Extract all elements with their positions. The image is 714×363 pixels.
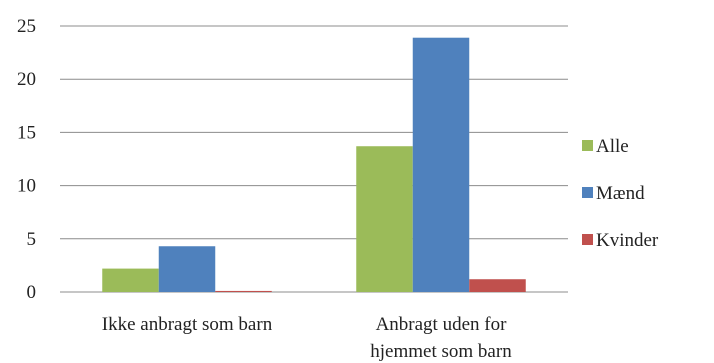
gridlines <box>60 25 568 293</box>
y-tick-label: 10 <box>17 176 36 197</box>
y-axis-ticks: 0 5 10 15 20 25 <box>17 16 36 303</box>
y-tick-label: 0 <box>27 282 37 303</box>
legend-swatch-mænd <box>582 187 593 198</box>
legend-swatch-alle <box>582 140 593 151</box>
bars <box>102 37 526 293</box>
y-tick-label: 15 <box>17 122 36 143</box>
legend-label-kvinder: Kvinder <box>596 230 659 251</box>
x-category-label: Anbragt uden for <box>376 314 508 335</box>
legend: Alle Mænd Kvinder <box>582 136 659 251</box>
bar-mænd-2 <box>412 37 470 293</box>
bar-kvinder-1 <box>215 290 272 292</box>
bar-mænd-1 <box>158 246 216 292</box>
x-category-label: hjemmet som barn <box>370 341 512 362</box>
y-tick-label: 20 <box>17 69 36 90</box>
legend-label-mænd: Mænd <box>596 183 645 204</box>
x-axis-category-labels: Ikke anbragt som barn Anbragt uden for hje… <box>102 314 512 362</box>
x-category-label: Ikke anbragt som barn <box>102 314 273 335</box>
y-tick-label: 5 <box>27 229 37 250</box>
bar-kvinder-2 <box>469 279 526 292</box>
bar-alle-1 <box>102 268 159 292</box>
bar-alle-2 <box>356 146 413 292</box>
legend-swatch-kvinder <box>582 234 593 245</box>
legend-label-alle: Alle <box>596 136 629 157</box>
y-tick-label: 25 <box>17 16 36 37</box>
